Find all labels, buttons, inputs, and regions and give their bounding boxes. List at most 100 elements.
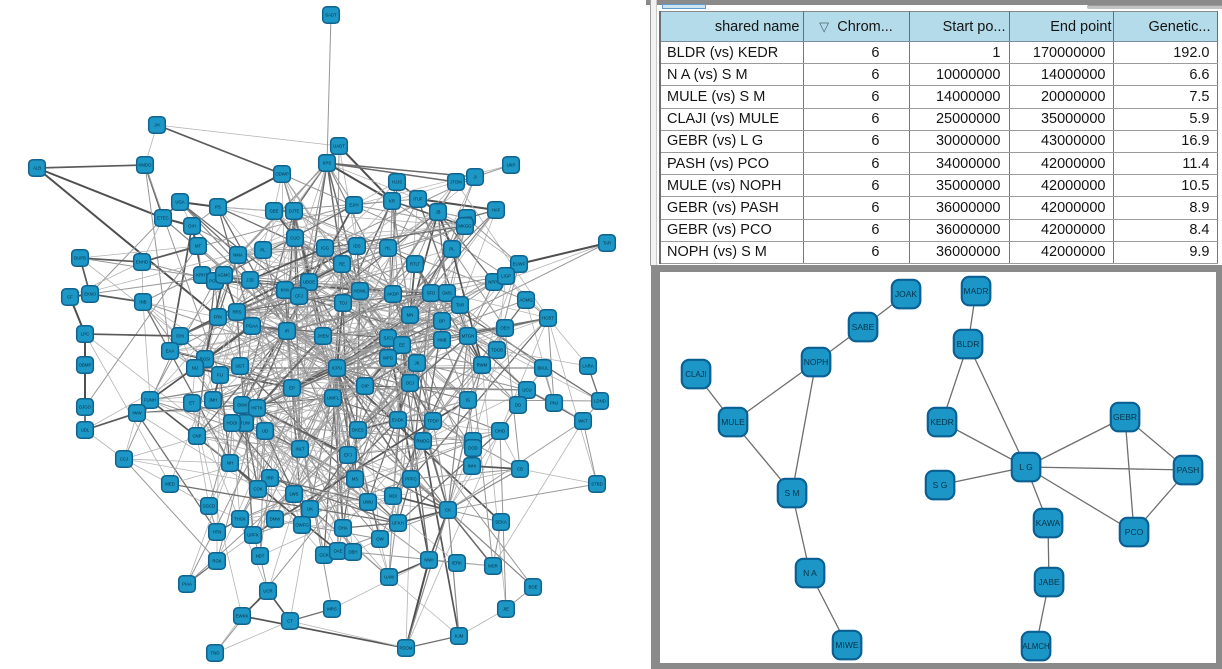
svg-text:HNB: HNB (437, 338, 446, 343)
svg-text:WPG: WPG (383, 356, 394, 361)
svg-text:INB: INB (139, 300, 146, 305)
svg-text:FUNH: FUNH (144, 398, 156, 403)
svg-text:RGK: RGK (212, 559, 221, 564)
svg-text:CB: CB (517, 467, 523, 472)
svg-text:UK: UK (307, 507, 313, 512)
svg-text:EKMJ: EKMJ (84, 292, 95, 297)
svg-text:HOWL: HOWL (354, 289, 368, 294)
svg-text:PDOM: PDOM (400, 646, 413, 651)
svg-text:ALMCH: ALMCH (1022, 642, 1049, 651)
svg-text:CCJ: CCJ (120, 457, 128, 462)
svg-text:KMDO: KMDO (139, 163, 153, 168)
svg-text:CNP: CNP (192, 434, 201, 439)
svg-text:KRHT: KRHT (196, 273, 208, 278)
svg-text:BOE: BOE (528, 585, 537, 590)
svg-text:SGCD: SGCD (203, 504, 215, 509)
svg-text:UPFK: UPFK (247, 533, 259, 538)
svg-text:IWW: IWW (132, 411, 142, 416)
svg-text:KAWA: KAWA (1036, 518, 1061, 528)
svg-text:ITUF: ITUF (413, 197, 423, 202)
svg-text:OHI: OHI (176, 334, 184, 339)
svg-text:AGMC: AGMC (218, 273, 231, 278)
svg-text:TPDP: TPDP (427, 419, 439, 424)
svg-text:INLT: INLT (296, 447, 305, 452)
svg-text:LDND: LDND (594, 399, 606, 404)
svg-text:ET: ET (189, 401, 195, 406)
svg-text:LPC: LPC (81, 332, 89, 337)
svg-text:NDT: NDT (256, 554, 265, 559)
svg-text:PIAA: PIAA (182, 582, 192, 587)
svg-text:RE: RE (339, 262, 345, 267)
svg-text:CLAJI: CLAJI (685, 370, 706, 379)
svg-text:MKGG: MKGG (458, 224, 472, 229)
svg-text:OCJ: OCJ (406, 381, 415, 386)
svg-text:IGG: IGG (321, 246, 330, 251)
svg-text:DOD: DOD (468, 446, 478, 451)
svg-text:EADK: EADK (392, 418, 404, 423)
svg-text:IRP: IRP (266, 476, 273, 481)
svg-text:TUW: TUW (240, 421, 251, 426)
svg-text:EP: EP (289, 386, 295, 391)
svg-text:PCO: PCO (1125, 527, 1144, 537)
svg-text:JI: JI (473, 175, 476, 180)
svg-text:UADT: UADT (333, 144, 345, 149)
svg-text:KR: KR (389, 199, 395, 204)
svg-text:FRK: FRK (214, 315, 223, 320)
svg-text:NNH: NNH (424, 558, 433, 563)
svg-text:OEH: OEH (500, 326, 509, 331)
svg-text:TDGB: TDGB (491, 348, 503, 353)
svg-text:RGSI: RGSI (200, 357, 211, 362)
svg-text:PNJ: PNJ (550, 401, 558, 406)
svg-text:IG: IG (466, 398, 471, 403)
svg-text:MRS: MRS (327, 607, 337, 612)
svg-text:PL: PL (449, 247, 455, 252)
svg-text:UWFL: UWFL (327, 396, 340, 401)
svg-text:GBE: GBE (269, 209, 278, 214)
svg-text:TAR: TAR (603, 241, 611, 246)
svg-text:IR: IR (285, 329, 289, 334)
svg-text:EWKK: EWKK (236, 614, 249, 619)
svg-text:THGK: THGK (234, 517, 246, 522)
svg-text:OIP: OIP (361, 384, 369, 389)
svg-text:OBMP: OBMP (79, 363, 92, 368)
svg-text:SJCI: SJCI (383, 336, 392, 341)
svg-text:TAR: TAR (456, 303, 464, 308)
svg-text:NOPH: NOPH (804, 357, 829, 367)
svg-text:PS: PS (215, 205, 221, 210)
svg-text:L G: L G (1019, 462, 1032, 472)
svg-text:UBOE: UBOE (303, 280, 315, 285)
svg-text:KEDR: KEDR (930, 417, 954, 427)
svg-text:S G: S G (933, 480, 948, 490)
svg-text:MULE: MULE (721, 417, 745, 427)
svg-text:EJHI: EJHI (349, 203, 358, 208)
svg-text:JMH: JMH (209, 398, 218, 403)
svg-text:DBH: DBH (348, 550, 357, 555)
svg-text:HFTK: HFTK (251, 406, 262, 411)
svg-text:BLDR: BLDR (957, 339, 980, 349)
svg-text:N A: N A (803, 568, 817, 578)
svg-text:PL: PL (260, 248, 266, 253)
svg-text:CF: CF (67, 295, 73, 300)
svg-text:JJD: JJD (246, 278, 253, 283)
svg-text:HJJS: HJJS (392, 180, 402, 185)
svg-text:SFD: SFD (427, 291, 436, 296)
svg-text:UGA: UGA (175, 200, 184, 205)
svg-text:AKDP: AKDP (387, 292, 399, 297)
svg-text:DKES: DKES (352, 428, 364, 433)
svg-text:TOJ: TOJ (339, 301, 347, 306)
svg-text:UGT: UGT (235, 364, 244, 369)
svg-text:IERK: IERK (452, 561, 462, 566)
svg-text:SEKA: SEKA (495, 520, 507, 525)
svg-text:DJGO: DJGO (79, 405, 92, 410)
svg-text:CK: CK (445, 508, 451, 513)
svg-text:OWFG: OWFG (295, 523, 309, 528)
svg-text:EUWF: EUWF (513, 262, 526, 267)
svg-text:JH: JH (154, 123, 159, 128)
svg-text:JTOM: JTOM (450, 180, 462, 185)
svg-text:SADT: SADT (325, 13, 337, 18)
svg-text:UAM: UAM (384, 575, 394, 580)
svg-text:OAE: OAE (333, 549, 342, 554)
svg-text:KPS: KPS (323, 161, 332, 166)
svg-text:S M: S M (784, 488, 799, 498)
svg-text:BKUL: BKUL (537, 366, 549, 371)
